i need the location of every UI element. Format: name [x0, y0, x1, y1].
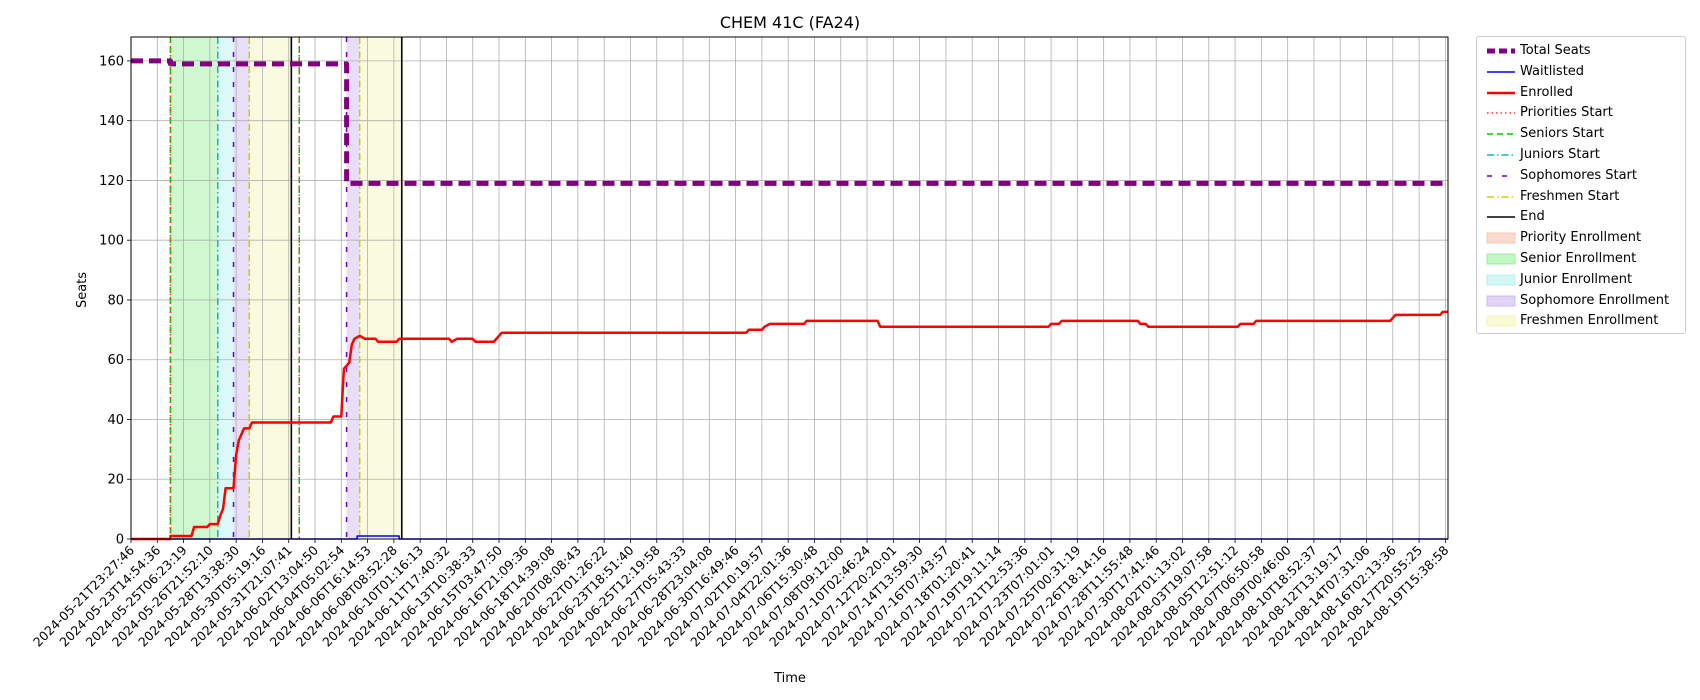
legend-item-freshmen-start: Freshmen Start — [1477, 187, 1685, 208]
enrollment-bands — [170, 37, 402, 539]
band-sophomore-enrollment — [346, 37, 360, 539]
legend-swatch — [1486, 295, 1516, 306]
y-tick-label: 20 — [107, 473, 124, 488]
legend-item-end: End — [1477, 207, 1685, 228]
legend-swatch — [1487, 48, 1515, 54]
legend-label: Freshmen Start — [1520, 188, 1620, 204]
legend-item-senior-enrollment: Senior Enrollment — [1477, 249, 1685, 270]
y-tick-label: 160 — [99, 54, 124, 69]
series-enrolled-line — [131, 310, 1448, 541]
plot-frame — [130, 36, 1449, 540]
legend-swatch — [1487, 71, 1515, 73]
band-junior-enrollment — [217, 37, 234, 539]
x-axis-ticks: 2024-05-21T23:27:462024-05-23T14:54:3620… — [30, 539, 1452, 650]
legend-item-seniors-start: Seniors Start — [1477, 124, 1685, 145]
legend-label: Waitlisted — [1520, 63, 1585, 79]
y-axis-ticks: 0 20 40 60 80 100 120 140 160 — [99, 54, 131, 548]
legend-label: Priority Enrollment — [1520, 230, 1642, 246]
legend-item-junior-enrollment: Junior Enrollment — [1477, 270, 1685, 291]
band-freshmen-enrollment — [249, 37, 292, 539]
chart-legend: Total Seats Waitlisted Enrolled Priorities … — [1476, 36, 1686, 334]
legend-label: Junior Enrollment — [1520, 271, 1633, 287]
y-tick-label: 120 — [99, 174, 124, 189]
legend-label: Total Seats — [1520, 43, 1591, 58]
legend-item-priorities-start: Priorities Start — [1477, 103, 1685, 124]
phase-markers — [169, 37, 403, 539]
legend-swatch — [1487, 154, 1515, 156]
grid-lines — [130, 37, 1448, 540]
x-axis-label: Time — [773, 671, 806, 686]
legend-swatch — [1487, 133, 1515, 135]
y-tick-label: 100 — [99, 234, 124, 249]
legend-swatch — [1486, 315, 1516, 327]
legend-item-sophomore-enrollment: Sophomore Enrollment — [1477, 291, 1685, 312]
legend-label: Seniors Start — [1520, 126, 1605, 142]
band-sophomore-enrollment — [233, 37, 250, 539]
y-tick-label: 140 — [99, 114, 124, 129]
legend-item-juniors-start: Juniors Start — [1477, 145, 1685, 166]
series-total-seats-line — [131, 58, 1448, 186]
legend-label: Enrolled — [1520, 84, 1573, 100]
legend-item-sophomores-start: Sophomores Start — [1477, 166, 1685, 187]
y-tick-label: 40 — [107, 413, 124, 428]
legend-swatch — [1487, 195, 1515, 198]
band-freshmen-enrollment — [359, 37, 402, 539]
legend-label: End — [1520, 209, 1545, 225]
legend-swatch — [1486, 232, 1516, 244]
legend-label: Freshmen Enrollment — [1520, 313, 1659, 329]
legend-label: Sophomore Enrollment — [1520, 292, 1670, 308]
legend-item-total-seats: Total Seats — [1477, 41, 1685, 62]
legend-swatch — [1487, 112, 1515, 115]
legend-swatch — [1487, 91, 1515, 94]
legend-item-waitlisted: Waitlisted — [1477, 62, 1685, 83]
chart-title: CHEM 41C (FA24) — [720, 13, 860, 32]
band-senior-enrollment — [170, 37, 218, 539]
legend-swatch — [1487, 175, 1515, 177]
legend-swatch — [1487, 216, 1515, 219]
legend-label: Priorities Start — [1520, 105, 1613, 121]
legend-item-enrolled: Enrolled — [1477, 83, 1685, 104]
legend-swatch — [1486, 274, 1516, 286]
y-tick-label: 60 — [107, 353, 124, 368]
legend-label: Senior Enrollment — [1520, 250, 1637, 266]
legend-item-freshmen-enrollment: Freshmen Enrollment — [1477, 311, 1685, 332]
y-tick-label: 0 — [116, 533, 124, 548]
legend-item-priority-enrollment: Priority Enrollment — [1477, 228, 1685, 249]
y-axis-label: Seats — [75, 272, 90, 308]
legend-label: Sophomores Start — [1520, 167, 1637, 183]
legend-swatch — [1486, 253, 1516, 265]
legend-label: Juniors Start — [1520, 146, 1600, 162]
y-tick-label: 80 — [107, 293, 124, 308]
